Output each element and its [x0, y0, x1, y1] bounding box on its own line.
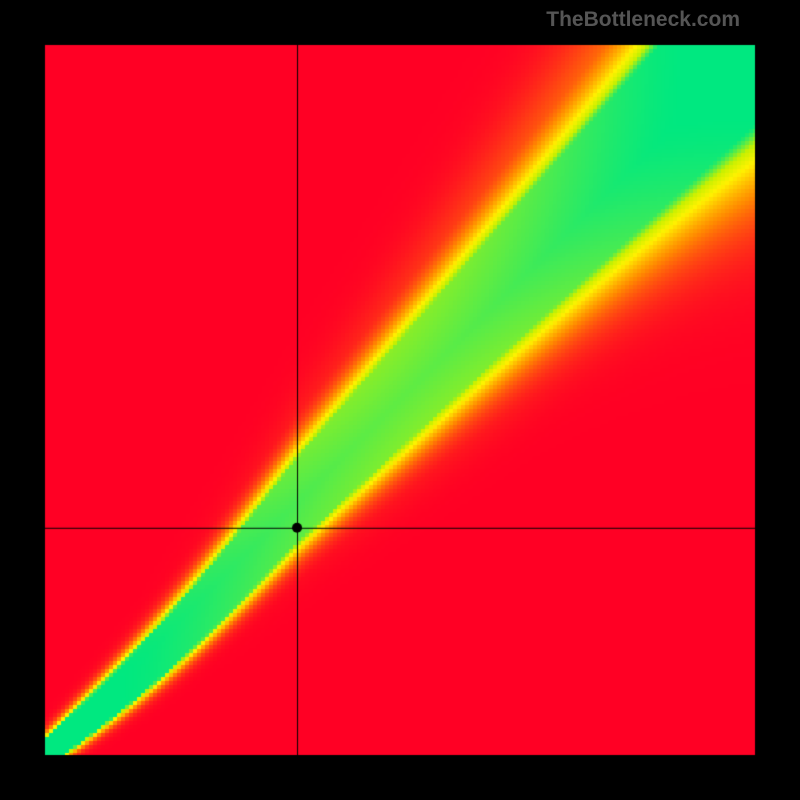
bottleneck-heatmap-canvas — [0, 0, 800, 800]
bottleneck-heatmap-container: TheBottleneck.com — [0, 0, 800, 800]
